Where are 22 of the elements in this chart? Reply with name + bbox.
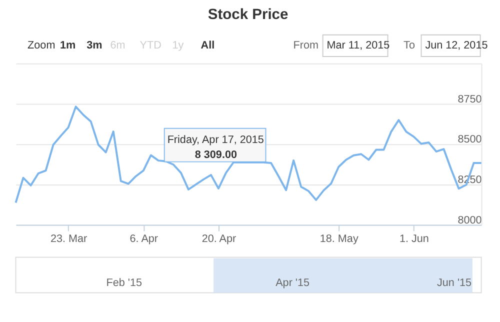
text: To	[404, 40, 415, 52]
chart-title: Stock Price	[208, 7, 288, 24]
text: 1m	[60, 40, 76, 52]
text: Mar 11, 2015	[326, 40, 390, 52]
y-tick-label: 8000	[458, 214, 482, 226]
text: Jun '15	[437, 276, 472, 289]
text: Jun 12, 2015	[425, 40, 488, 52]
text: From	[293, 40, 319, 52]
text: Feb '15	[106, 276, 142, 289]
x-tick-label: 18. May	[320, 233, 359, 246]
text: Zoom	[28, 40, 56, 52]
y-tick-label: 8750	[458, 93, 482, 106]
x-tick-label: 6. Apr	[130, 233, 158, 246]
annotation: Friday, Apr 17, 2015	[167, 134, 264, 146]
text: All	[200, 40, 215, 52]
x-tick-label: 20. Apr	[202, 233, 237, 246]
annotation: 8 309.00	[194, 148, 237, 161]
x-tick-label: 1. Jun	[399, 233, 429, 246]
text: Apr '15	[276, 276, 310, 289]
y-tick-label: 8500	[458, 134, 482, 146]
text: 3m	[86, 40, 102, 52]
x-tick-label: 23. Mar	[50, 233, 88, 246]
